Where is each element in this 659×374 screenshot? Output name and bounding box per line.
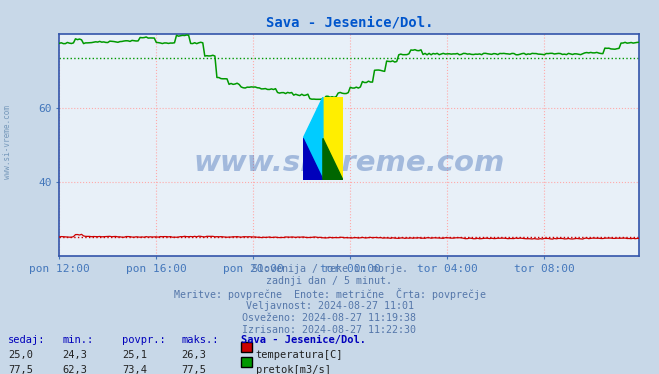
Text: povpr.:: povpr.:: [122, 335, 165, 345]
Text: 77,5: 77,5: [8, 365, 33, 374]
Text: 62,3: 62,3: [63, 365, 88, 374]
Title: Sava - Jesenice/Dol.: Sava - Jesenice/Dol.: [266, 16, 433, 30]
Text: Izrisano: 2024-08-27 11:22:30: Izrisano: 2024-08-27 11:22:30: [243, 325, 416, 335]
Text: maks.:: maks.:: [181, 335, 219, 345]
Polygon shape: [303, 97, 323, 180]
Text: 26,3: 26,3: [181, 350, 206, 360]
Text: www.si-vreme.com: www.si-vreme.com: [3, 105, 13, 179]
Polygon shape: [303, 138, 323, 180]
Text: 73,4: 73,4: [122, 365, 147, 374]
Text: Slovenija / reke in morje.: Slovenija / reke in morje.: [252, 264, 407, 274]
Text: sedaj:: sedaj:: [8, 335, 45, 345]
Text: 25,1: 25,1: [122, 350, 147, 360]
Text: 25,0: 25,0: [8, 350, 33, 360]
Text: Veljavnost: 2024-08-27 11:01: Veljavnost: 2024-08-27 11:01: [246, 301, 413, 311]
Polygon shape: [323, 138, 343, 180]
Text: Sava - Jesenice/Dol.: Sava - Jesenice/Dol.: [241, 335, 366, 345]
Text: 77,5: 77,5: [181, 365, 206, 374]
Text: 24,3: 24,3: [63, 350, 88, 360]
Text: temperatura[C]: temperatura[C]: [256, 350, 343, 360]
Text: zadnji dan / 5 minut.: zadnji dan / 5 minut.: [266, 276, 393, 286]
Polygon shape: [323, 97, 343, 180]
Text: Osveženo: 2024-08-27 11:19:38: Osveženo: 2024-08-27 11:19:38: [243, 313, 416, 323]
Text: min.:: min.:: [63, 335, 94, 345]
Text: pretok[m3/s]: pretok[m3/s]: [256, 365, 331, 374]
Text: Meritve: povprečne  Enote: metrične  Črta: povprečje: Meritve: povprečne Enote: metrične Črta:…: [173, 288, 486, 300]
Text: www.si-vreme.com: www.si-vreme.com: [194, 149, 505, 177]
